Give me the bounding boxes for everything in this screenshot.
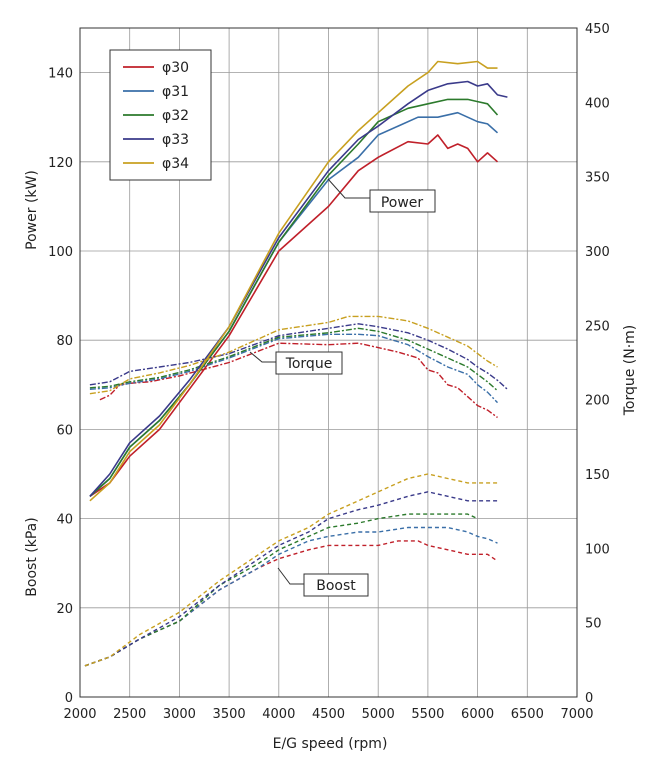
x-tick-label: 3000: [163, 707, 196, 722]
left-tick-label: 80: [56, 334, 73, 349]
power-axis-label: Power (kW): [24, 170, 40, 250]
torque-line-phi34: [89, 315, 498, 395]
plot-frame: [79, 27, 578, 698]
power-line-phi30: [89, 134, 499, 497]
right-tick-label: 150: [585, 468, 610, 483]
right-tick-label: 50: [585, 617, 602, 632]
torque-line-phi32: [89, 327, 498, 392]
right-tick-label: 200: [585, 394, 610, 409]
series-layer: [84, 60, 508, 667]
x-tick-label: 6500: [511, 707, 544, 722]
torque-callout-box: [275, 351, 343, 375]
torque-callout-leader: [249, 351, 276, 363]
power-line-phi34: [89, 60, 498, 502]
boost-line-phi30: [84, 540, 498, 667]
x-tick-label: 3500: [213, 707, 246, 722]
boost-line-phi33: [84, 491, 498, 667]
boost-callout-box: [303, 573, 369, 597]
power-callout-leader: [327, 178, 370, 199]
x-tick-labels: 2000 2500 3000 3500 4000 4500 5000 5500 6000 6500…: [63, 707, 593, 722]
torque-line-phi30: [99, 342, 498, 419]
right-tick-label: 300: [585, 245, 610, 260]
right-tick-label: 100: [585, 542, 610, 557]
boost-line-phi31: [84, 526, 498, 667]
power-line-phi32: [89, 98, 499, 497]
x-tick-label: 5000: [362, 707, 395, 722]
right-tick-label: 450: [585, 22, 610, 37]
left-tick-label: 0: [65, 691, 73, 706]
right-tick-label: 0: [585, 691, 593, 706]
left-tick-labels: 0 20 40 60 80 100 120 140: [48, 67, 73, 706]
torque-line-phi31: [89, 333, 499, 404]
legend-label-phi34: φ34: [162, 156, 189, 172]
torque-axis-label: Torque (N·m): [622, 325, 638, 417]
boost-callout-label: Boost: [316, 578, 356, 594]
boost-line-phi34: [84, 473, 498, 667]
torque-callout-label: Torque: [285, 356, 333, 372]
left-tick-label: 100: [48, 245, 73, 260]
series-phi30: [84, 134, 499, 667]
x-tick-label: 2000: [63, 707, 96, 722]
series-phi32: [84, 98, 499, 667]
left-tick-label: 60: [56, 423, 73, 438]
x-tick-label: 6000: [461, 707, 494, 722]
x-tick-label: 4000: [262, 707, 295, 722]
left-tick-label: 20: [56, 602, 73, 617]
legend-label-phi30: φ30: [162, 60, 189, 76]
series-phi33: [84, 80, 508, 667]
right-tick-labels: 0 50 100 150 200 250 300 350 400 450: [585, 22, 610, 706]
x-tick-label: 7000: [560, 707, 593, 722]
left-tick-label: 120: [48, 156, 73, 171]
x-tick-label: 5500: [411, 707, 444, 722]
right-tick-label: 400: [585, 96, 610, 111]
boost-callout-leader: [277, 567, 304, 585]
series-phi34: [84, 60, 498, 667]
right-tick-label: 350: [585, 171, 610, 186]
series-phi31: [84, 111, 499, 667]
boost-line-phi32: [84, 513, 478, 667]
left-tick-label: 40: [56, 513, 73, 528]
legend-label-phi33: φ33: [162, 132, 189, 148]
power-callout-label: Power: [381, 195, 424, 211]
boost-axis-label: Boost (kPa): [24, 517, 40, 596]
x-axis-label: E/G speed (rpm): [273, 736, 388, 752]
right-tick-label: 250: [585, 319, 610, 334]
power-callout-box: [369, 189, 436, 213]
legend-label-phi31: φ31: [162, 84, 189, 100]
left-tick-label: 140: [48, 67, 73, 82]
callouts: Power Torque Boost: [249, 178, 436, 597]
power-line-phi33: [89, 80, 508, 497]
x-tick-label: 4500: [312, 707, 345, 722]
legend: φ30 φ31 φ32 φ33 φ34: [109, 49, 212, 181]
x-tick-label: 2500: [113, 707, 146, 722]
legend-label-phi32: φ32: [162, 108, 189, 124]
